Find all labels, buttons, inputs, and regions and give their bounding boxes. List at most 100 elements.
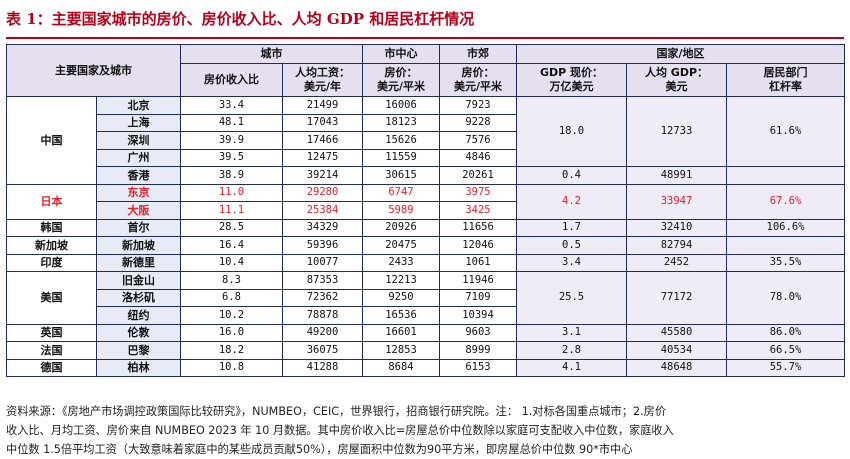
wage-cell: 36075 [282,341,363,360]
col-header-ratio: 房价收入比 [180,63,283,97]
ratio-cell: 33.4 [180,96,283,115]
country-cell: 美国 [6,271,97,325]
gdp-cell: 4.2 [516,183,627,220]
gdp-pc-cell: 2452 [626,253,727,272]
ratio-cell: 28.5 [180,218,283,237]
table-row: 香港 38.9 39214 30615 20261 0.4 48991 [7,166,845,185]
center-price-cell: 6747 [362,183,440,202]
center-price-cell: 16536 [362,306,440,325]
table-row: 大阪 11.1 25384 5989 3425 [7,201,845,220]
center-price-cell: 15626 [362,131,440,150]
ratio-cell: 16.0 [180,323,283,342]
leverage-cell [726,166,845,185]
suburb-price-cell: 4846 [439,148,517,167]
col-header-price-suburb: 房价： 美元/平米 [439,63,517,97]
corner-header: 主要国家及城市 [6,44,181,97]
table-row: 法国 巴黎 18.2 36075 12853 8999 2.8 40534 66… [6,341,845,360]
suburb-price-cell: 20261 [439,166,517,185]
wage-cell: 41288 [282,358,363,377]
center-price-cell: 16601 [362,323,440,342]
gdp-cell: 0.4 [516,166,627,185]
gdp-pc-cell: 77172 [626,271,727,325]
country-cell: 德国 [6,358,97,377]
center-price-cell: 20475 [362,236,440,255]
suburb-price-cell: 9603 [439,323,517,342]
city-cell: 大阪 [96,201,181,220]
suburb-price-cell: 10394 [439,306,517,325]
wage-cell: 12475 [282,148,363,167]
country-cell: 法国 [6,341,97,360]
city-cell: 上海 [96,113,181,132]
center-price-cell: 8684 [362,358,440,377]
suburb-price-cell: 9228 [439,113,517,132]
leverage-cell: 86.0% [726,323,845,342]
table-row: 英国 伦敦 16.0 49200 16601 9603 3.1 45580 86… [6,323,845,342]
col-header-price-center: 房价： 美元/平米 [362,63,440,97]
ratio-cell: 38.9 [180,166,283,185]
leverage-cell [726,236,845,255]
suburb-price-cell: 12046 [439,236,517,255]
table-row: 德国 柏林 10.8 41288 8684 6153 4.1 48648 55.… [6,358,845,377]
gdp-cell: 2.8 [516,341,627,360]
table-title: 表 1：主要国家城市的房价、房价收入比、人均 GDP 和居民杠杆情况 [6,10,475,28]
suburb-price-cell: 6153 [439,358,517,377]
leverage-cell: 67.6% [726,183,845,220]
city-cell: 新德里 [96,253,181,272]
city-cell: 伦敦 [96,323,181,342]
ratio-cell: 18.2 [180,341,283,360]
table-row: 日本 东京 11.0 29280 6747 3975 4.2 33947 67.… [6,183,845,220]
city-cell: 东京 [96,183,181,202]
source-note: 资料来源：《房地产市场调控政策国际比较研究》，NUMBEO，CEIC，世界银行，… [6,402,844,459]
suburb-price-cell: 7923 [439,96,517,115]
table-row: 洛杉矶 6.8 72362 9250 7109 [7,288,845,307]
wage-cell: 10077 [282,253,363,272]
table-row: 印度 新德里 10.4 10077 2433 1061 3.4 2452 35.… [6,253,845,272]
gdp-pc-cell: 45580 [626,323,727,342]
center-price-cell: 12853 [362,341,440,360]
suburb-price-cell: 8999 [439,341,517,360]
country-cell: 日本 [6,183,97,220]
city-cell: 巴黎 [96,341,181,360]
table-row: 美国 旧金山 8.3 87353 12213 11946 25.5 77172 … [6,271,845,325]
suburb-price-cell: 1061 [439,253,517,272]
group-header-city: 城市 [180,44,363,64]
wage-cell: 21499 [282,96,363,115]
leverage-cell: 78.0% [726,271,845,325]
suburb-price-cell: 3425 [439,201,517,220]
wage-cell: 49200 [282,323,363,342]
ratio-cell: 39.9 [180,131,283,150]
country-cell: 韩国 [6,218,97,237]
center-price-cell: 2433 [362,253,440,272]
center-price-cell: 5989 [362,201,440,220]
city-cell: 纽约 [96,306,181,325]
city-cell: 洛杉矶 [96,288,181,307]
wage-cell: 72362 [282,288,363,307]
col-header-gdp: GDP 现价： 万亿美元 [516,63,627,97]
gdp-cell: 0.5 [516,236,627,255]
country-cell: 新加坡 [6,236,97,255]
ratio-cell: 48.1 [180,113,283,132]
leverage-cell: 55.7% [726,358,845,377]
gdp-cell: 18.0 [516,96,627,167]
center-price-cell: 20926 [362,218,440,237]
suburb-price-cell: 3975 [439,183,517,202]
table-row: 韩国 首尔 28.5 34329 20926 11656 1.7 32410 1… [6,218,845,237]
ratio-cell: 10.8 [180,358,283,377]
table-row: 深圳 39.9 17466 15626 7576 [7,131,845,150]
gdp-pc-cell: 33947 [626,183,727,220]
wage-cell: 39214 [282,166,363,185]
city-cell: 深圳 [96,131,181,150]
group-header-center: 市中心 [362,44,440,64]
ratio-cell: 10.2 [180,306,283,325]
suburb-price-cell: 7109 [439,288,517,307]
ratio-cell: 8.3 [180,271,283,290]
ratio-cell: 11.0 [180,183,283,202]
gdp-cell: 25.5 [516,271,627,325]
country-cell: 英国 [6,323,97,342]
table-row: 上海 48.1 17043 18123 9228 [7,113,845,132]
leverage-cell: 66.5% [726,341,845,360]
center-price-cell: 9250 [362,288,440,307]
suburb-price-cell: 11656 [439,218,517,237]
city-cell: 新加坡 [96,236,181,255]
city-cell: 广州 [96,148,181,167]
